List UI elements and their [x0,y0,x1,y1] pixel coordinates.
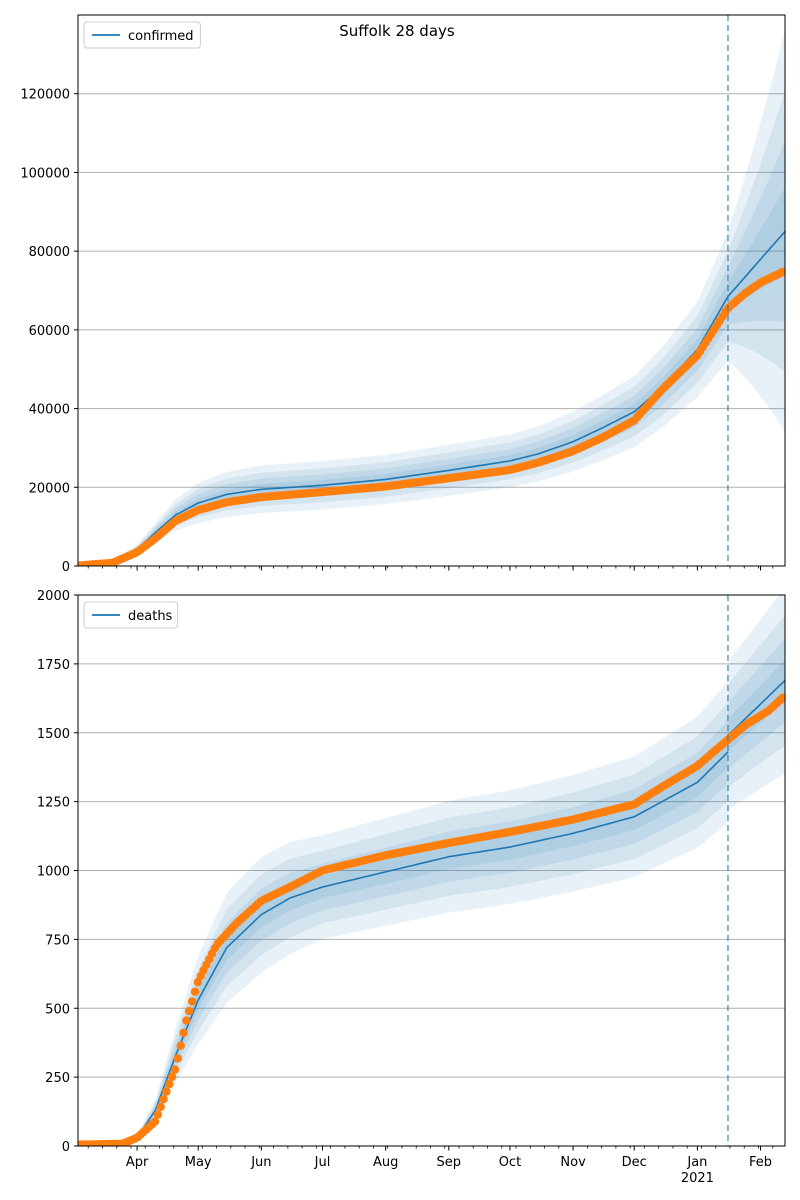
legend: deaths [83,601,179,629]
uncertainty-band [78,91,785,566]
x-tick-label: Feb [749,1155,772,1170]
legend: confirmed [83,21,201,49]
x-tick-label: Jul [314,1155,331,1170]
x-year-label: 2021 [681,1171,714,1186]
y-tick-label: 20000 [29,481,70,496]
observed-point [159,1095,168,1104]
model-mean-line [727,230,785,297]
y-tick-label: 500 [45,1002,70,1017]
model-mean-line [727,679,785,737]
y-tick-label: 1250 [37,796,70,811]
legend-label: confirmed [128,29,194,44]
observed-point [167,1072,177,1082]
observed-point [173,1054,182,1063]
observed-point [150,1117,160,1126]
uncertainty-band [78,615,785,1146]
uncertainty-band [78,595,785,1146]
legend-label: deaths [128,609,173,624]
y-tick-label: 250 [45,1071,70,1086]
y-tick-label: 750 [45,933,70,948]
observed-point [179,1028,188,1038]
x-tick-label: May [185,1155,212,1170]
confirmed-panel: 0 20000 40000 60000 80000 100000 120000 confirm… [20,14,786,575]
axes-frame [77,14,786,567]
observed-point [182,1016,191,1025]
observed-point [778,693,785,702]
x-tick-label: Jun [250,1155,271,1170]
y-tick-label: 80000 [29,245,70,260]
y-tick-label: 0 [62,560,70,575]
deaths-panel: 0 250 500 750 1000 1250 1500 1750 2000 Apr May Jun J… [37,589,786,1186]
x-tick-label: Jan [686,1155,707,1170]
observed-point [185,1006,194,1016]
observed-point [190,987,200,996]
legend-box [83,21,201,49]
x-tick-label: Dec [622,1155,647,1170]
observed-point [778,267,785,277]
legend-box [83,601,179,629]
y-tick-label: 0 [62,1140,70,1155]
y-tick-label: 60000 [29,324,70,339]
observed-point [187,997,197,1006]
figure-title: Suffolk 28 days [339,22,455,40]
y-tick-label: 1500 [37,727,70,742]
observed-point [156,1102,165,1112]
x-tick-label: Sep [437,1155,462,1170]
x-tick-label: Oct [499,1155,521,1170]
x-tick-label: Aug [373,1155,398,1170]
observed-point [162,1087,171,1096]
y-tick-label: 100000 [20,166,70,181]
model-mean-line [78,295,729,566]
model-mean-line [78,751,729,1146]
y-tick-label: 1750 [37,658,70,673]
x-tick-label: Nov [560,1155,586,1170]
observed-point [153,1110,163,1119]
y-tick-label: 1000 [37,865,70,880]
y-tick-label: 40000 [29,403,70,418]
y-tick-label: 120000 [20,88,70,103]
y-tick-label: 2000 [37,589,70,604]
observed-point [176,1041,185,1050]
observed-point [165,1080,174,1089]
x-tick-label: Apr [126,1155,149,1170]
observed-point [170,1065,180,1074]
